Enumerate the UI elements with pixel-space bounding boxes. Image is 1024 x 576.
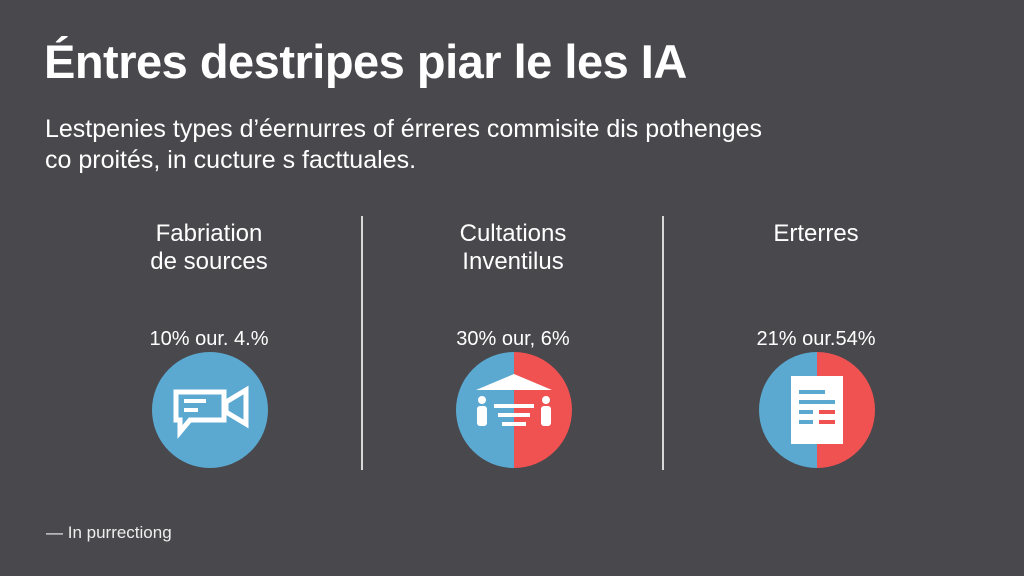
stat-label: 30% our, 6%	[456, 328, 570, 350]
stat-label: 10% our. 4.%	[149, 328, 269, 350]
heading-line: Erterres	[773, 220, 859, 247]
subtitle-line: co proités, in cucture s facttuales.	[45, 146, 417, 174]
column-heading: Cultations Inventilus	[393, 220, 633, 280]
column-heading: Erterres	[696, 220, 936, 280]
heading-line: Cultations	[459, 220, 567, 247]
footer-note: — In purrectiong	[46, 523, 172, 542]
document-icon	[759, 352, 875, 468]
column-heading: Fabriation de sources	[89, 220, 329, 280]
column-errors: Erterres 21% our.54%	[696, 220, 936, 468]
divider	[662, 216, 664, 470]
divider	[361, 216, 363, 470]
heading-line: de sources	[150, 248, 268, 275]
page-title: Éntres destripes piar le les IA	[44, 35, 687, 88]
subtitle-line: Lestpenies types d’éernurres of érreres …	[45, 115, 763, 143]
heading-line: Fabriation	[155, 220, 263, 247]
column-citations: Cultations Inventilus 30% our, 6%	[393, 220, 633, 468]
video-chat-icon	[152, 352, 268, 468]
people-building-icon	[456, 352, 572, 468]
column-fabrication: Fabriation de sources 10% our. 4.%	[89, 220, 329, 468]
heading-line: Inventilus	[462, 248, 564, 275]
subtitle: Lestpenies types d’éernurres of érreres …	[45, 114, 845, 176]
stat-label: 21% our.54%	[756, 328, 876, 350]
